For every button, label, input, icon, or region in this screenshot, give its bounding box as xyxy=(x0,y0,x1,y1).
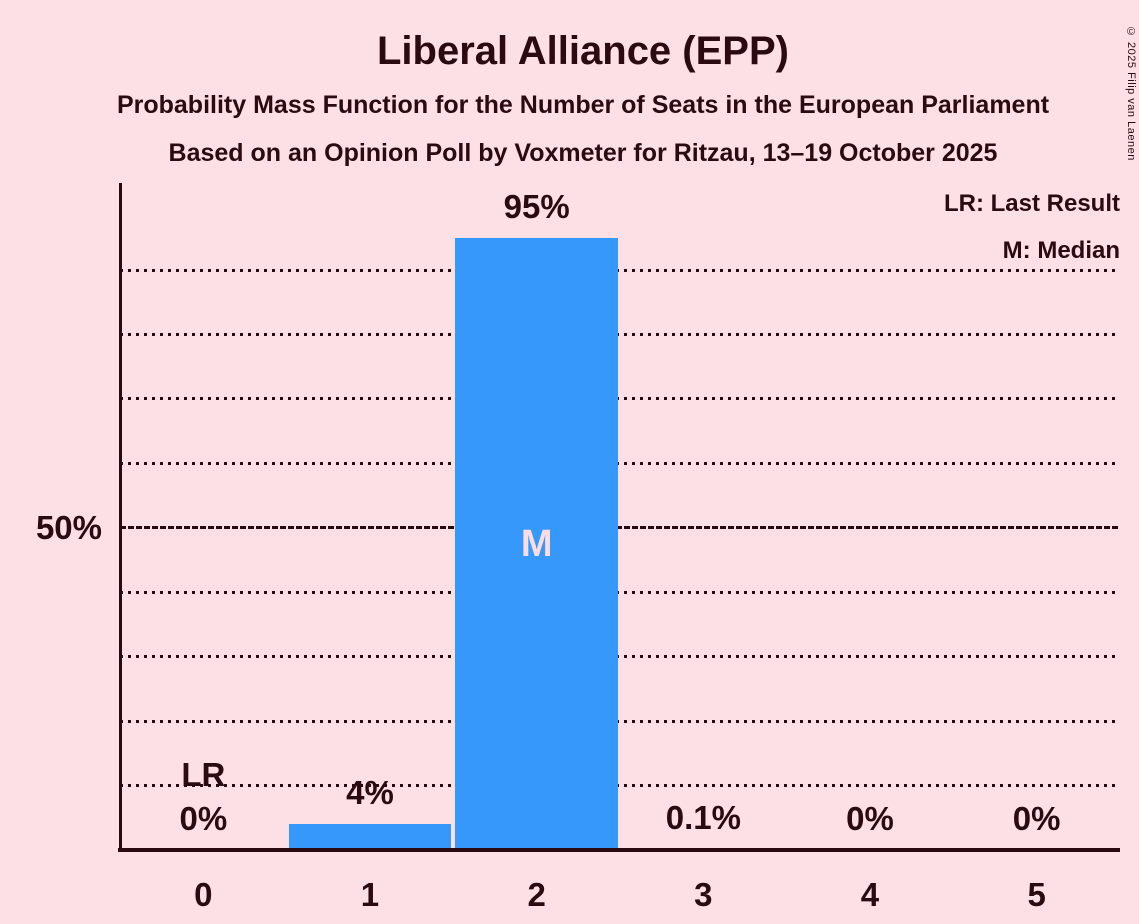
chart-title: Liberal Alliance (EPP) xyxy=(377,29,789,73)
y-tick-label-50: 50% xyxy=(35,508,102,546)
bar-seat-1 xyxy=(288,824,452,850)
chart-source-line: Based on an Opinion Poll by Voxmeter for… xyxy=(168,139,998,167)
legend-median-label: M: Median xyxy=(1002,237,1120,264)
x-axis-line xyxy=(118,848,1120,852)
gridline-20pct xyxy=(120,719,1120,723)
gridline-30pct xyxy=(120,655,1120,659)
y-axis-line xyxy=(119,183,122,852)
x-tick-label-0: 0 xyxy=(194,876,213,913)
gridline-10pct xyxy=(120,784,1120,788)
bar-seat-2 xyxy=(455,237,618,850)
legend: LR: Last Result M: Median xyxy=(944,180,1120,274)
gridline-80pct xyxy=(120,332,1120,336)
x-tick-label-1: 1 xyxy=(360,876,380,913)
value-label-seat-2: 95% xyxy=(503,187,570,225)
value-label-seat-5: 0% xyxy=(1012,800,1061,837)
gridline-50pct xyxy=(120,526,1120,530)
x-tick-label-2: 2 xyxy=(527,876,546,913)
last-result-annotation: LR xyxy=(181,756,226,793)
median-annotation: M xyxy=(520,522,553,565)
gridline-40pct xyxy=(120,590,1120,594)
legend-last-result-label: LR: Last Result xyxy=(943,190,1120,217)
gridline-60pct xyxy=(120,461,1120,465)
x-tick-label-4: 4 xyxy=(860,876,880,913)
value-label-seat-4: 0% xyxy=(846,800,894,837)
value-label-seat-3: 0.1% xyxy=(665,799,741,837)
value-label-seat-1: 4% xyxy=(346,774,394,812)
x-tick-label-5: 5 xyxy=(1027,876,1046,913)
value-label-seat-0: 0% xyxy=(179,800,228,837)
gridline-70pct xyxy=(120,397,1120,401)
x-tick-label-3: 3 xyxy=(694,876,713,913)
copyright-notice: © 2025 Filip van Laenen xyxy=(1125,26,1137,161)
chart-subtitle: Probability Mass Function for the Number… xyxy=(116,91,1050,119)
gridline-90pct xyxy=(120,268,1120,272)
